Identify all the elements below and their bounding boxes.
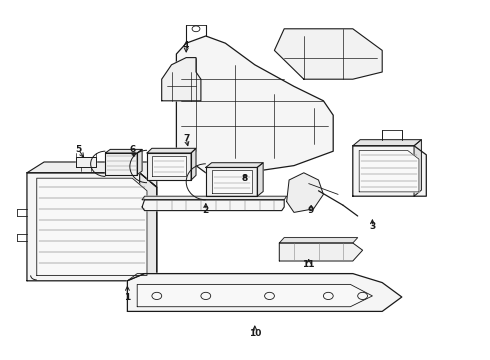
Polygon shape <box>353 140 421 146</box>
Text: 4: 4 <box>183 40 190 49</box>
Text: 2: 2 <box>203 206 209 215</box>
Polygon shape <box>176 36 333 173</box>
Polygon shape <box>147 153 191 180</box>
Polygon shape <box>191 148 196 180</box>
Text: 11: 11 <box>302 260 315 269</box>
Text: 7: 7 <box>183 134 190 143</box>
Polygon shape <box>359 150 419 192</box>
Text: 6: 6 <box>129 145 135 154</box>
Polygon shape <box>212 170 252 193</box>
Polygon shape <box>152 156 186 176</box>
Polygon shape <box>27 162 157 187</box>
Text: 5: 5 <box>75 145 81 154</box>
Text: 9: 9 <box>308 206 315 215</box>
Polygon shape <box>147 148 196 153</box>
Polygon shape <box>287 173 323 212</box>
Text: 10: 10 <box>248 328 261 338</box>
Polygon shape <box>162 58 201 101</box>
Polygon shape <box>137 284 372 307</box>
Polygon shape <box>279 243 363 261</box>
Polygon shape <box>257 163 263 196</box>
Polygon shape <box>137 149 142 175</box>
Polygon shape <box>27 173 157 281</box>
Polygon shape <box>76 157 96 167</box>
Polygon shape <box>353 146 426 196</box>
Polygon shape <box>37 178 147 275</box>
Polygon shape <box>206 163 263 167</box>
Polygon shape <box>142 196 287 200</box>
Polygon shape <box>274 29 382 79</box>
Polygon shape <box>142 200 284 211</box>
Polygon shape <box>140 173 157 281</box>
Polygon shape <box>206 167 257 196</box>
Polygon shape <box>105 149 142 153</box>
Polygon shape <box>414 140 421 196</box>
Text: 3: 3 <box>369 222 375 231</box>
Text: 1: 1 <box>124 292 130 302</box>
Polygon shape <box>105 153 137 175</box>
Polygon shape <box>127 274 402 311</box>
Text: 8: 8 <box>242 174 248 183</box>
Polygon shape <box>127 274 353 281</box>
Polygon shape <box>279 238 358 243</box>
